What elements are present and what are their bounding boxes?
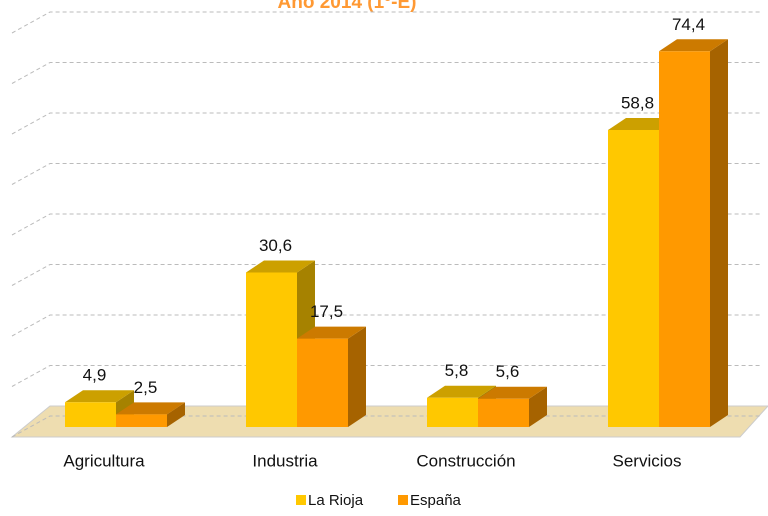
bar-face xyxy=(478,398,529,427)
bar-face xyxy=(167,402,185,427)
chart-title: Año 2014 (1º-E) xyxy=(278,0,417,13)
bar xyxy=(297,326,366,427)
x-tick-label: Servicios xyxy=(613,451,682,470)
bar-face xyxy=(478,386,547,399)
floor xyxy=(10,405,768,438)
grid-line xyxy=(11,314,760,337)
bar-face xyxy=(659,51,710,427)
bar-face xyxy=(659,39,728,52)
x-tick-label: Agricultura xyxy=(63,451,145,470)
bar-face xyxy=(297,326,366,339)
grid-line xyxy=(11,163,760,185)
grid-line xyxy=(11,365,760,387)
bar xyxy=(116,402,185,427)
legend-swatch xyxy=(296,495,306,505)
bar-face xyxy=(427,397,478,427)
bar-face xyxy=(348,326,366,427)
bar-face xyxy=(427,385,496,398)
bar-face xyxy=(246,260,315,273)
bar-face xyxy=(65,390,134,403)
data-label: 17,5 xyxy=(310,302,343,321)
grid-line xyxy=(11,213,760,236)
bar-face xyxy=(116,414,167,427)
data-label: 58,8 xyxy=(621,94,654,113)
data-label: 4,9 xyxy=(83,366,107,385)
data-label: 5,8 xyxy=(445,361,469,380)
bar-face xyxy=(116,402,185,415)
bar-face xyxy=(710,39,728,427)
bar-face xyxy=(608,130,659,427)
data-label: 30,6 xyxy=(259,236,292,255)
grid-line xyxy=(11,415,760,438)
x-tick-label: Industria xyxy=(252,451,318,470)
bar-face xyxy=(246,272,297,427)
bar xyxy=(659,39,728,427)
x-tick-label: Construcción xyxy=(416,451,515,470)
data-label: 74,4 xyxy=(672,15,705,34)
bar-face xyxy=(65,402,116,427)
legend-label: La Rioja xyxy=(308,492,364,509)
grid-line xyxy=(11,264,760,286)
data-label: 5,6 xyxy=(496,362,520,381)
grid-line xyxy=(11,62,760,84)
bar-face xyxy=(297,338,348,427)
grid-line xyxy=(11,112,760,135)
bar xyxy=(478,386,547,427)
legend-swatch xyxy=(398,495,408,505)
data-label: 2,5 xyxy=(134,378,158,397)
grid-line xyxy=(11,11,760,34)
legend-label: España xyxy=(410,492,462,509)
bar-face xyxy=(529,386,547,427)
